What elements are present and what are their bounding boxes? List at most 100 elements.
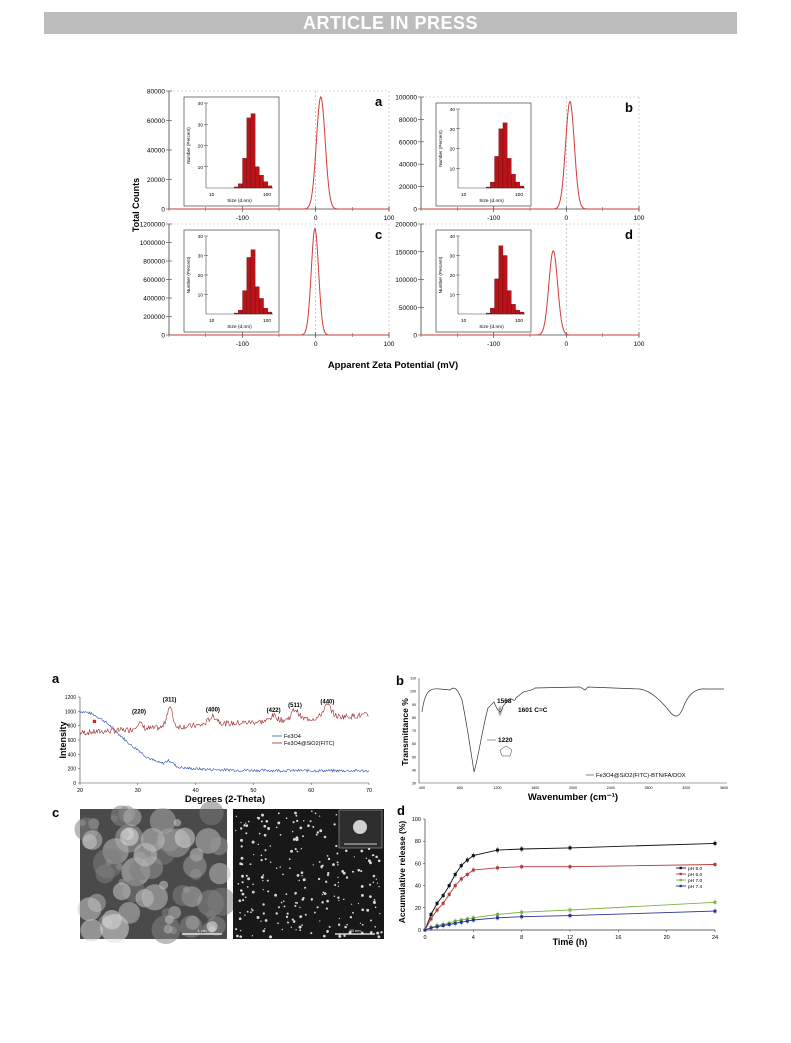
release-xlabel: Time (h) [553,937,588,947]
data-point [429,917,433,921]
nanoparticle-dot [286,921,290,924]
release-y-tick-label: 40 [415,884,421,890]
xrd-coated-curve [79,703,369,736]
particle-cluster [168,906,181,919]
histogram-bar [242,158,247,189]
nanoparticle-dot [345,849,348,853]
nanoparticle-dot [337,885,339,887]
nanoparticle-dot [262,929,265,933]
data-point [465,858,469,862]
nanoparticle-dot [294,811,297,815]
nanoparticle-dot [319,920,321,922]
data-point [453,884,457,888]
zeta-y-tick-label: 600000 [143,277,165,284]
particle-cluster [120,827,139,846]
nanoparticle-dot [357,902,359,905]
xrd-fe3o4-curve [79,710,369,773]
xrd-peak-label: (311) [163,697,177,703]
data-point [459,877,463,881]
nanoparticle-dot [288,858,291,861]
data-point [453,921,457,925]
panel-letter: c [52,805,59,820]
data-point [465,919,469,923]
structure-sketch [498,706,502,716]
nanoparticle-dot [302,878,306,882]
nanoparticle-dot [353,856,355,858]
inset-xlabel: Size (d.nm) [227,198,252,204]
nanoparticle-dot [236,934,239,938]
nanoparticle-dot [235,829,237,832]
nanoparticle-dot [372,881,375,884]
data-point [459,864,463,868]
panel-letter: d [397,803,405,818]
nanoparticle-dot [366,908,370,912]
histogram-bar [490,181,495,189]
nanoparticle-dot [257,816,261,820]
histogram-bar [506,290,512,315]
zeta-x-tick-label: 100 [384,215,395,222]
nanoparticle-dot [240,845,243,848]
histogram-bar [485,312,491,315]
nanoparticle-dot [334,883,337,887]
legend-marker [679,878,682,882]
release-x-tick-label: 0 [423,935,426,941]
particle-cluster [185,915,200,930]
histogram-bar [267,311,273,315]
nanoparticle-dot [269,935,272,939]
nanoparticle-dot [299,906,301,908]
zeta-y-tick-label: 20000 [147,177,165,184]
particle-cluster [199,801,224,826]
panel-letter: b [625,100,633,115]
xrd-ylabel: Intensity [58,721,68,758]
zeta-x-tick-label: -100 [487,341,500,348]
xrd-x-tick-label: 40 [193,788,199,794]
nanoparticle-dot [292,838,296,841]
nanoparticle-dot [322,891,325,894]
nanoparticle-dot [241,874,244,878]
nanoparticle-dot [314,812,317,815]
release-y-tick-label: 20 [415,906,421,912]
xrd-y-tick-label: 600 [68,738,77,744]
zeta-y-tick-label: 0 [161,333,165,340]
particle-cluster [112,882,131,901]
particle-cluster [80,919,103,942]
inset-y-tick-label: 40 [198,101,204,107]
inset-y-tick-label: 10 [198,293,204,299]
nanoparticle-dot [348,931,352,934]
nanoparticle-dot [357,868,361,872]
nanoparticle-dot [335,844,338,848]
nanoparticle-dot [302,835,304,838]
nanoparticle-dot [365,857,368,859]
nanoparticle-dot [315,833,318,836]
nanoparticle-dot [295,814,298,817]
nanoparticle-dot [295,929,297,931]
nanoparticle-dot [241,892,245,896]
nanoparticle-dot [301,875,303,877]
inset-x-tick-label: 10 [461,318,467,324]
nanoparticle-dot [360,893,364,897]
zeta-curve [421,249,639,336]
release-y-tick-label: 100 [412,817,421,823]
nanoparticle-dot [375,878,377,880]
data-point [568,865,572,869]
zeta-y-tick-label: 100000 [395,277,417,284]
data-point [496,916,499,920]
nanoparticle-dot [336,861,339,864]
zeta-curve [169,227,389,336]
release-y-tick-label: 60 [415,861,421,867]
histogram-bar [263,307,268,315]
inset-y-tick-label: 30 [450,254,456,260]
histogram-bar [238,183,243,189]
nanoparticle-dot [275,912,278,915]
inset-y-tick-label: 20 [450,147,456,153]
data-point [471,868,475,872]
nanoparticle-dot [379,912,381,915]
nanoparticle-dot [326,899,329,903]
nanoparticle-dot [367,847,371,851]
tem-inset-particle [353,820,367,834]
nanoparticle-dot [359,922,362,924]
nanoparticle-dot [256,916,260,919]
nanoparticle-dot [251,890,255,894]
